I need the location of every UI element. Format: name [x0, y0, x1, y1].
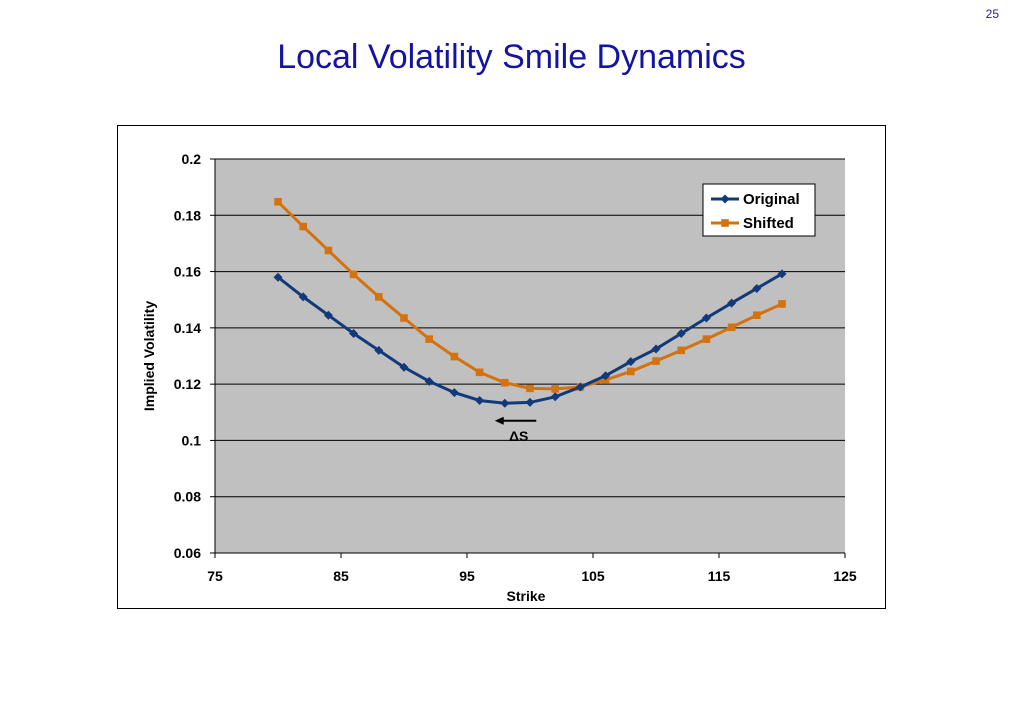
y-tick-label: 0.14 [174, 320, 201, 336]
data-point [299, 222, 307, 231]
y-tick-label: 0.2 [182, 151, 202, 167]
data-point [777, 269, 787, 279]
data-point [374, 345, 384, 355]
data-point [727, 298, 737, 308]
data-point [752, 283, 762, 293]
data-point [702, 335, 711, 343]
data-point [551, 385, 559, 393]
data-point [526, 384, 534, 393]
data-point [651, 344, 661, 354]
legend-label: Original [743, 191, 800, 208]
data-point [324, 246, 333, 255]
data-point [727, 323, 736, 332]
data-point [274, 197, 282, 206]
data-point [676, 328, 686, 338]
annotation-label: ΔS [509, 428, 528, 444]
series-shifted [274, 197, 786, 393]
legend-box [702, 183, 816, 237]
legend-label: Shifted [743, 215, 794, 232]
data-point [449, 388, 459, 398]
data-point [425, 335, 433, 343]
data-point [273, 272, 283, 282]
series-original [273, 269, 787, 408]
slide-title: Local Volatility Smile Dynamics [277, 38, 746, 76]
data-point [323, 310, 333, 320]
data-point [475, 368, 484, 377]
y-tick-label: 0.12 [174, 376, 201, 392]
data-point [575, 382, 585, 392]
data-point [399, 362, 409, 372]
annotation: ΔS [494, 416, 537, 444]
data-point [626, 357, 636, 367]
y-tick-label: 0.1 [182, 432, 202, 448]
x-tick-label: 115 [708, 568, 731, 584]
y-tick-label: 0.18 [174, 207, 201, 223]
data-point [500, 398, 510, 408]
x-tick-label: 85 [333, 568, 349, 584]
x-axis-label: Strike [507, 588, 546, 604]
tick-labels: 0.06 0.08 0.1 0.12 0.14 0.16 0.18 0.2 75 85 95 105 1… [174, 151, 857, 584]
x-tick-label: 95 [459, 568, 475, 584]
data-point [550, 392, 560, 402]
data-point [450, 352, 459, 361]
x-tick-label: 105 [581, 568, 605, 584]
legend-swatch-marker [720, 194, 730, 204]
y-tick-label: 0.06 [174, 545, 201, 561]
data-point [349, 328, 359, 338]
series-layer [273, 197, 787, 408]
chart-frame: 0.06 0.08 0.1 0.12 0.14 0.16 0.18 0.2 75 85 95 105 1… [117, 125, 886, 609]
axes [210, 158, 846, 558]
data-point [701, 313, 711, 323]
legend-item-original: Original [711, 191, 800, 208]
data-point [677, 346, 685, 355]
data-point [601, 371, 611, 381]
data-point [475, 395, 485, 405]
volatility-chart: 0.06 0.08 0.1 0.12 0.14 0.16 0.18 0.2 75 85 95 105 1… [141, 151, 857, 604]
data-point [375, 293, 383, 301]
data-point [349, 270, 358, 279]
data-point [501, 378, 509, 387]
y-tick-label: 0.08 [174, 489, 201, 505]
page-number: 25 [985, 7, 999, 21]
legend: Original Shifted [702, 183, 816, 237]
legend-item-shifted: Shifted [711, 215, 794, 232]
data-point [627, 367, 635, 376]
x-tick-label: 75 [207, 568, 223, 584]
legend-swatch-marker [721, 219, 729, 227]
data-point [652, 357, 660, 365]
data-point [753, 311, 761, 319]
data-point [778, 300, 786, 308]
data-point [424, 376, 434, 386]
data-point [298, 292, 308, 302]
annotation-arrow-head [494, 416, 504, 425]
x-tick-label: 125 [833, 568, 857, 584]
data-point [400, 314, 408, 322]
data-point [525, 397, 535, 407]
y-tick-label: 0.16 [174, 264, 201, 280]
y-axis-label: Implied Volatility [141, 301, 157, 411]
